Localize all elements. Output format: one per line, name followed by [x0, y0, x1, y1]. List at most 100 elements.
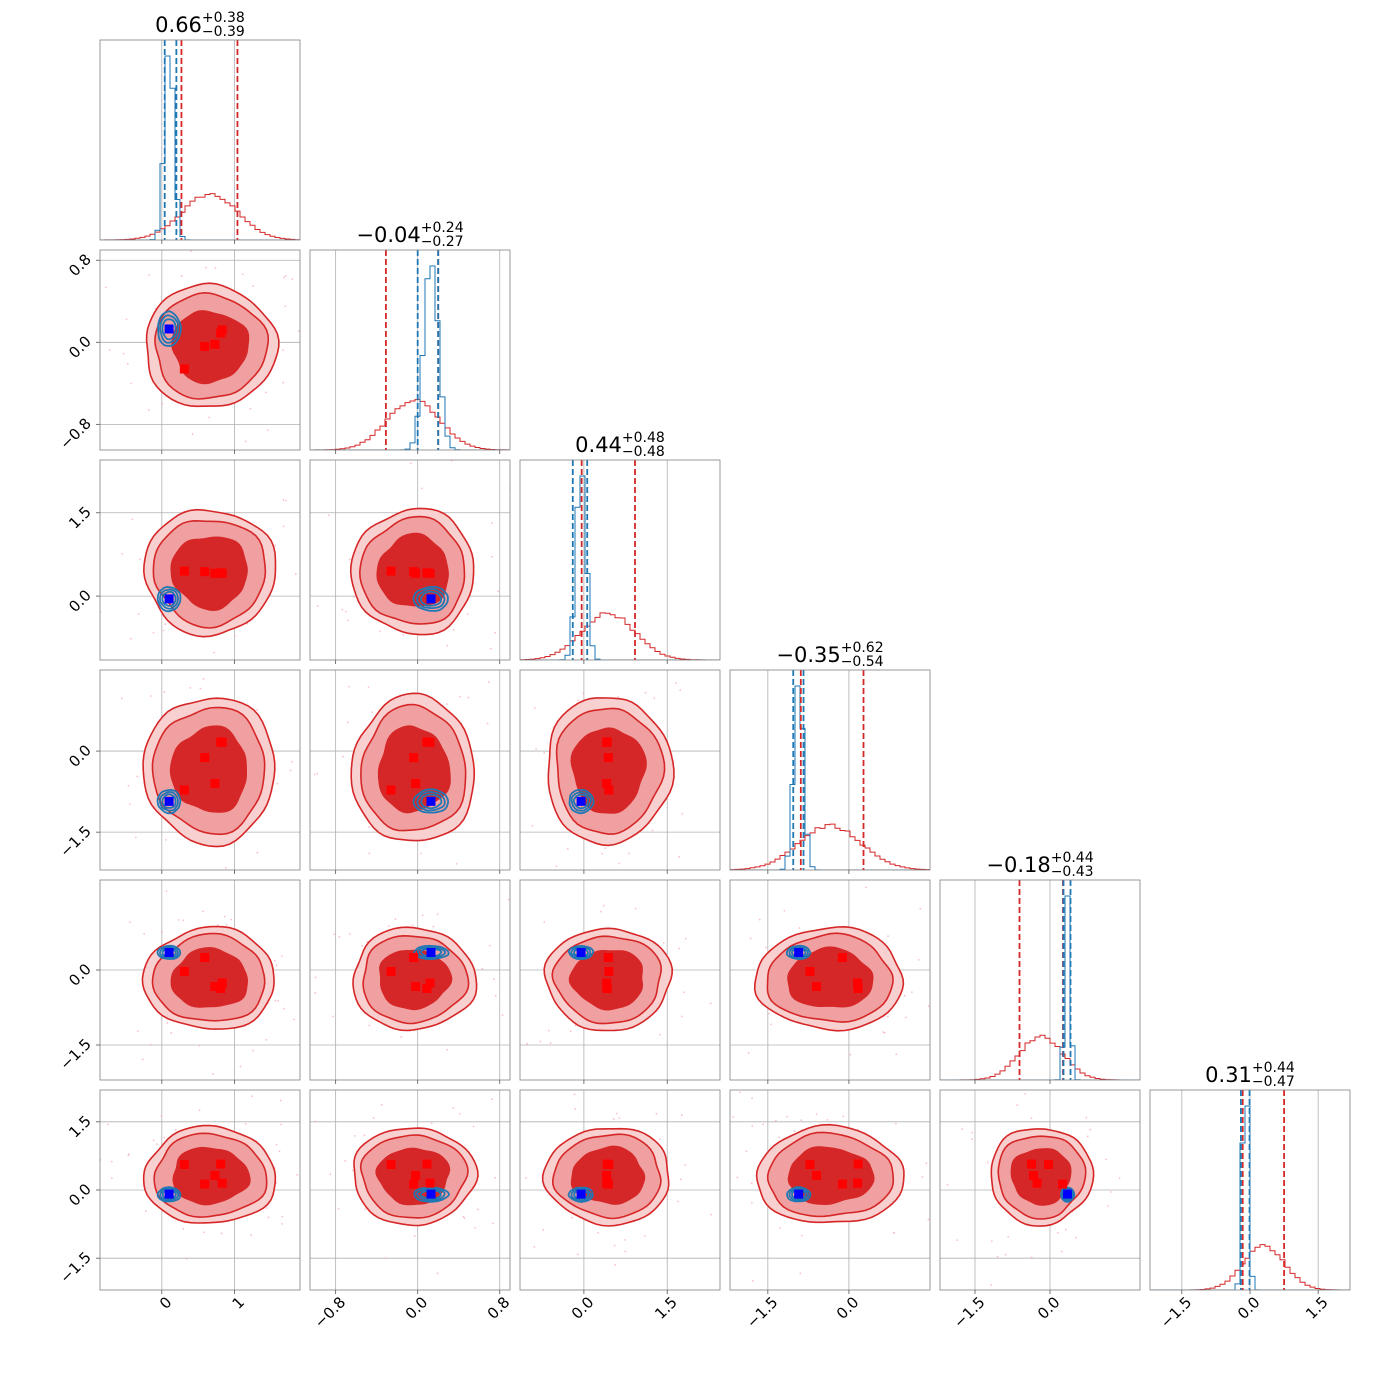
- sample-point: [750, 1182, 753, 1185]
- contour-narrow: [420, 590, 442, 607]
- sample-point: [134, 836, 137, 839]
- x-tick-label: 0.0: [402, 1293, 432, 1323]
- sample-point: [166, 1022, 169, 1024]
- panel-3-3: −0.35+0.62−0.54: [729, 640, 931, 874]
- sample-point: [165, 890, 168, 892]
- sample-point: [573, 1093, 576, 1096]
- sample-point: [353, 595, 356, 598]
- contour-narrow: [413, 1186, 450, 1203]
- sample-point: [703, 1194, 705, 1196]
- sample-point: [722, 1036, 724, 1038]
- sample-point: [322, 914, 324, 916]
- sample-point: [275, 1182, 278, 1184]
- sample-point: [147, 409, 150, 411]
- sample-point: [361, 944, 363, 947]
- x-tick-label: 0.8: [484, 1293, 514, 1323]
- sample-point: [618, 1117, 621, 1119]
- panel-frame: [939, 1089, 1141, 1291]
- sample-point: [152, 1139, 155, 1142]
- sample-point: [140, 871, 142, 873]
- blue-square-marker: [794, 948, 804, 957]
- sample-point: [723, 731, 725, 733]
- red-square-marker: [200, 953, 210, 962]
- sample-point: [472, 1125, 475, 1128]
- sample-point: [110, 1160, 113, 1163]
- sample-point: [327, 514, 330, 517]
- sample-point: [93, 519, 95, 521]
- sample-point: [162, 629, 165, 632]
- red-square-marker: [179, 1160, 189, 1170]
- y-tick-label: −1.5: [56, 1035, 94, 1073]
- sample-point: [436, 913, 439, 916]
- sample-point: [267, 1216, 270, 1219]
- sample-point: [555, 865, 558, 868]
- sample-point: [452, 1106, 455, 1109]
- sample-point: [450, 460, 453, 462]
- sample-point: [129, 637, 132, 640]
- red-square-marker: [210, 1170, 220, 1180]
- sample-point: [990, 1284, 993, 1287]
- red-square-marker: [853, 1159, 863, 1169]
- sample-point: [617, 696, 620, 698]
- sample-point: [1109, 1191, 1112, 1193]
- red-square-marker: [217, 325, 227, 335]
- sample-point: [165, 838, 167, 841]
- blue-square-marker: [164, 948, 174, 957]
- sample-point: [284, 274, 287, 277]
- sample-point: [680, 1015, 683, 1018]
- red-square-marker: [425, 1178, 435, 1188]
- sample-point: [634, 907, 637, 910]
- sample-point: [531, 825, 534, 827]
- panel-title: −0.18+0.44: [986, 850, 1093, 877]
- contour-narrow: [156, 586, 182, 613]
- sample-point: [603, 904, 605, 907]
- title-lower: −0.27: [421, 234, 464, 250]
- sample-point: [139, 558, 142, 561]
- sample-point: [293, 1018, 295, 1021]
- sample-point: [189, 918, 191, 920]
- red-square-marker: [1044, 1160, 1053, 1170]
- sample-point: [1060, 1250, 1063, 1253]
- sample-point: [492, 1222, 494, 1225]
- red-square-marker: [1027, 1159, 1036, 1169]
- sample-point: [252, 285, 255, 288]
- panel-plot-area: [703, 1090, 930, 1290]
- sample-point: [281, 1215, 284, 1218]
- contour-narrow: [159, 314, 180, 344]
- sample-point: [177, 919, 180, 921]
- sample-point: [586, 1292, 588, 1294]
- sample-point: [628, 852, 630, 855]
- panel-plot-area: [100, 670, 324, 920]
- sample-point: [944, 964, 946, 966]
- sample-point: [256, 851, 259, 854]
- sample-point: [481, 967, 484, 970]
- sample-point: [927, 1005, 930, 1007]
- sample-point: [946, 1184, 949, 1186]
- red-square-marker: [604, 785, 614, 795]
- sample-point: [474, 1226, 476, 1229]
- panel-title: 0.31+0.44: [1205, 1060, 1295, 1087]
- panel-frame: [729, 669, 931, 871]
- sample-point: [491, 555, 493, 558]
- sample-point: [131, 518, 134, 521]
- sample-point: [274, 999, 277, 1002]
- blue-square-marker: [576, 796, 586, 806]
- sample-point: [368, 826, 371, 828]
- red-square-marker: [805, 1160, 815, 1170]
- contour-narrow: [156, 944, 182, 960]
- blue-square-marker: [426, 594, 436, 604]
- sample-point: [933, 995, 935, 997]
- sample-point: [542, 1228, 545, 1231]
- sample-point: [547, 1029, 550, 1032]
- sample-point: [709, 1002, 712, 1005]
- sample-point: [747, 1052, 750, 1054]
- red-square-marker: [604, 967, 614, 976]
- panel-plot-area: [520, 1090, 720, 1294]
- sample-point: [905, 1016, 907, 1019]
- contour-narrow: [570, 791, 592, 812]
- contour-narrow: [412, 585, 449, 612]
- y-tick-label: 0.8: [65, 250, 95, 280]
- sample-point: [892, 1231, 895, 1234]
- title-upper: +0.44: [1051, 850, 1094, 866]
- title-value: −0.35: [776, 643, 840, 667]
